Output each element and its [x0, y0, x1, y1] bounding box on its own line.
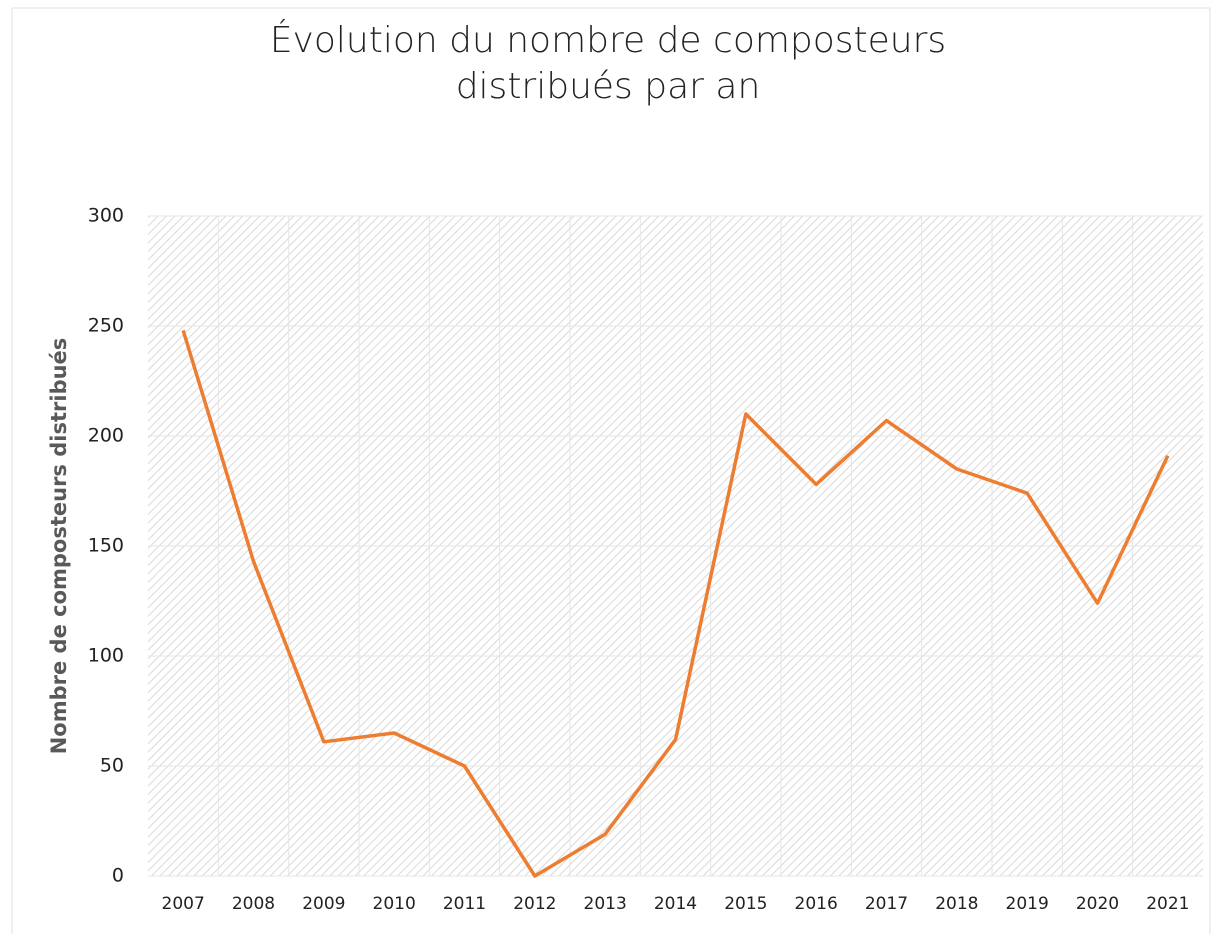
- frame: [11, 7, 1211, 934]
- x-tick-label: 2020: [1076, 894, 1119, 914]
- y-tick-label: 300: [88, 205, 124, 227]
- x-tick-label: 2010: [373, 894, 416, 914]
- x-tick-label: 2013: [584, 894, 627, 914]
- x-tick-label: 2011: [443, 894, 486, 914]
- y-tick-label: 0: [112, 865, 124, 887]
- x-tick-label: 2008: [232, 894, 275, 914]
- x-tick-label: 2016: [795, 894, 838, 914]
- y-tick-label: 100: [88, 645, 124, 667]
- x-tick-label: 2018: [935, 894, 978, 914]
- chart-title: Évolution du nombre de composteurs distr…: [269, 20, 947, 107]
- x-tick-label: 2019: [1006, 894, 1049, 914]
- line-series: [181, 329, 1170, 878]
- y-tick-label: 250: [88, 315, 124, 337]
- y-tick-label: 150: [88, 535, 124, 557]
- x-tick-label: 2021: [1146, 894, 1189, 914]
- x-tick-label: 2017: [865, 894, 908, 914]
- x-tick-label: 2014: [654, 894, 697, 914]
- y-tick-label: 50: [100, 755, 124, 777]
- x-tick-label: 2007: [162, 894, 205, 914]
- y-axis-label: Nombre de composteurs distribués: [47, 338, 71, 755]
- y-tick-label: 200: [88, 425, 124, 447]
- x-tick-label: 2012: [513, 894, 556, 914]
- x-tick-label: 2009: [302, 894, 345, 914]
- x-tick-label: 2015: [724, 894, 767, 914]
